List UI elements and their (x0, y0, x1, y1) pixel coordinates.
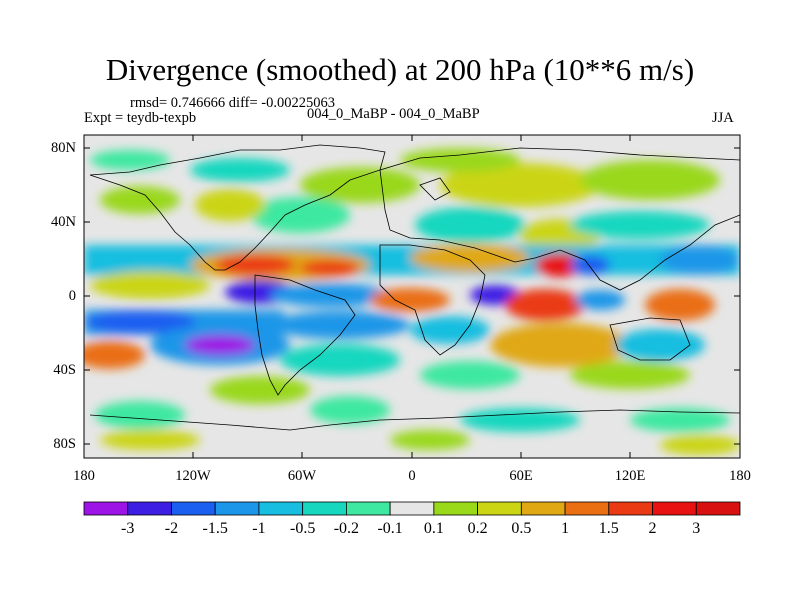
colorbar-label: -0.5 (289, 520, 316, 537)
colorbar-label: 0.1 (423, 520, 444, 537)
x-tick-label: 60W (287, 468, 317, 484)
colorbar (83, 501, 741, 516)
colorbar-label: -0.1 (377, 520, 403, 537)
colorbar-label: 1 (561, 520, 570, 537)
x-tick-label: 180 (729, 468, 751, 484)
colorbar-swatch (520, 501, 566, 516)
colorbar-label: 1.5 (598, 520, 619, 537)
stats-label: rmsd= 0.746666 diff= -0.00225063 (130, 95, 335, 111)
colorbar-label: -0.2 (333, 520, 360, 537)
x-tick-label: 60E (509, 468, 533, 484)
colorbar-swatch (433, 501, 479, 516)
colorbar-swatch (302, 501, 347, 516)
plot-title: Divergence (smoothed) at 200 hPa (10**6 … (105, 52, 695, 87)
contour-blobs (84, 148, 740, 455)
colorbar-swatch (127, 501, 172, 516)
colorbar-swatch (214, 501, 260, 516)
coastlines (89, 144, 740, 431)
case-label: 004_0_MaBP - 004_0_MaBP (307, 106, 480, 122)
colorbar-swatch (695, 501, 741, 516)
field-layer (84, 135, 740, 458)
colorbar-label: -3 (121, 520, 135, 537)
y-tick-label: 40N (51, 214, 76, 230)
colorbar-swatch (564, 501, 610, 516)
colorbar-swatch (171, 501, 216, 516)
y-tick-label: 40S (53, 362, 76, 378)
colorbar-swatch (652, 501, 697, 516)
colorbar-swatch (608, 501, 653, 516)
x-tick-label: 0 (408, 468, 416, 484)
x-tick-label: 120W (175, 468, 211, 484)
y-tick-label: 0 (68, 288, 76, 304)
y-tick-label: 80S (53, 436, 76, 452)
colorbar-label: -1 (252, 520, 266, 537)
colorbar-swatch (477, 501, 522, 516)
x-tick-label: 120E (614, 468, 646, 484)
colorbar-swatch (258, 501, 304, 516)
colorbar-label: 0.2 (467, 520, 488, 537)
x-tick-marks (83, 135, 741, 458)
y-tick-label: 80N (51, 140, 76, 156)
experiment-label: Expt = teydb-texpb (84, 110, 197, 126)
colorbar-swatch (83, 501, 129, 516)
colorbar-label: -2 (164, 520, 179, 537)
y-tick-marks (84, 147, 740, 445)
colorbar-label: 3 (692, 520, 701, 537)
colorbar-swatch (345, 501, 391, 516)
colorbar-label: 0.5 (511, 520, 532, 537)
season-label: JJA (712, 110, 734, 126)
x-tick-label: 180 (73, 468, 95, 484)
colorbar-label: -1.5 (202, 520, 228, 537)
colorbar-label: 2 (648, 520, 657, 537)
colorbar-swatch (389, 501, 435, 516)
